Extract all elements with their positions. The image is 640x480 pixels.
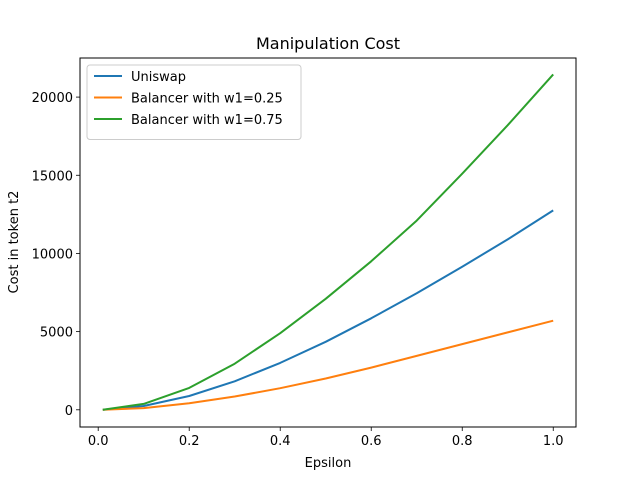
x-tick-label: 0.0 [88, 434, 109, 449]
y-tick-label: 20000 [32, 91, 73, 106]
legend-label: Uniswap [131, 70, 186, 85]
x-tick-label: 0.6 [361, 434, 382, 449]
chart-title: Manipulation Cost [256, 34, 400, 53]
x-tick-label: 1.0 [543, 434, 564, 449]
legend-box [86, 64, 302, 140]
legend-label: Balancer with w1=0.75 [131, 113, 283, 128]
x-tick-label: 0.2 [179, 434, 200, 449]
y-axis: 0 5000 10000 15000 20000 [32, 91, 80, 419]
axes [79, 57, 577, 428]
y-tick-label: 0 [65, 404, 73, 419]
series-line-1 [102, 209, 554, 411]
y-tick-label: 15000 [32, 169, 73, 184]
legend-label: Balancer with w1=0.25 [131, 92, 283, 107]
x-axis: 0.0 0.2 0.4 0.6 0.8 1.0 [88, 427, 564, 449]
x-tick-label: 0.4 [270, 434, 291, 449]
axes-frame [79, 57, 577, 428]
y-axis-label: Cost in token t2 [7, 191, 22, 294]
series-layer [102, 73, 554, 411]
x-tick-label: 0.8 [452, 434, 473, 449]
y-tick-label: 10000 [32, 247, 73, 262]
y-tick-label: 5000 [40, 326, 73, 341]
series-line-3 [102, 73, 554, 411]
x-axis-label: Epsilon [305, 456, 352, 471]
series-line-2 [102, 319, 554, 411]
legend: Uniswap Balancer with w1=0.25 Balancer wit… [86, 64, 302, 140]
